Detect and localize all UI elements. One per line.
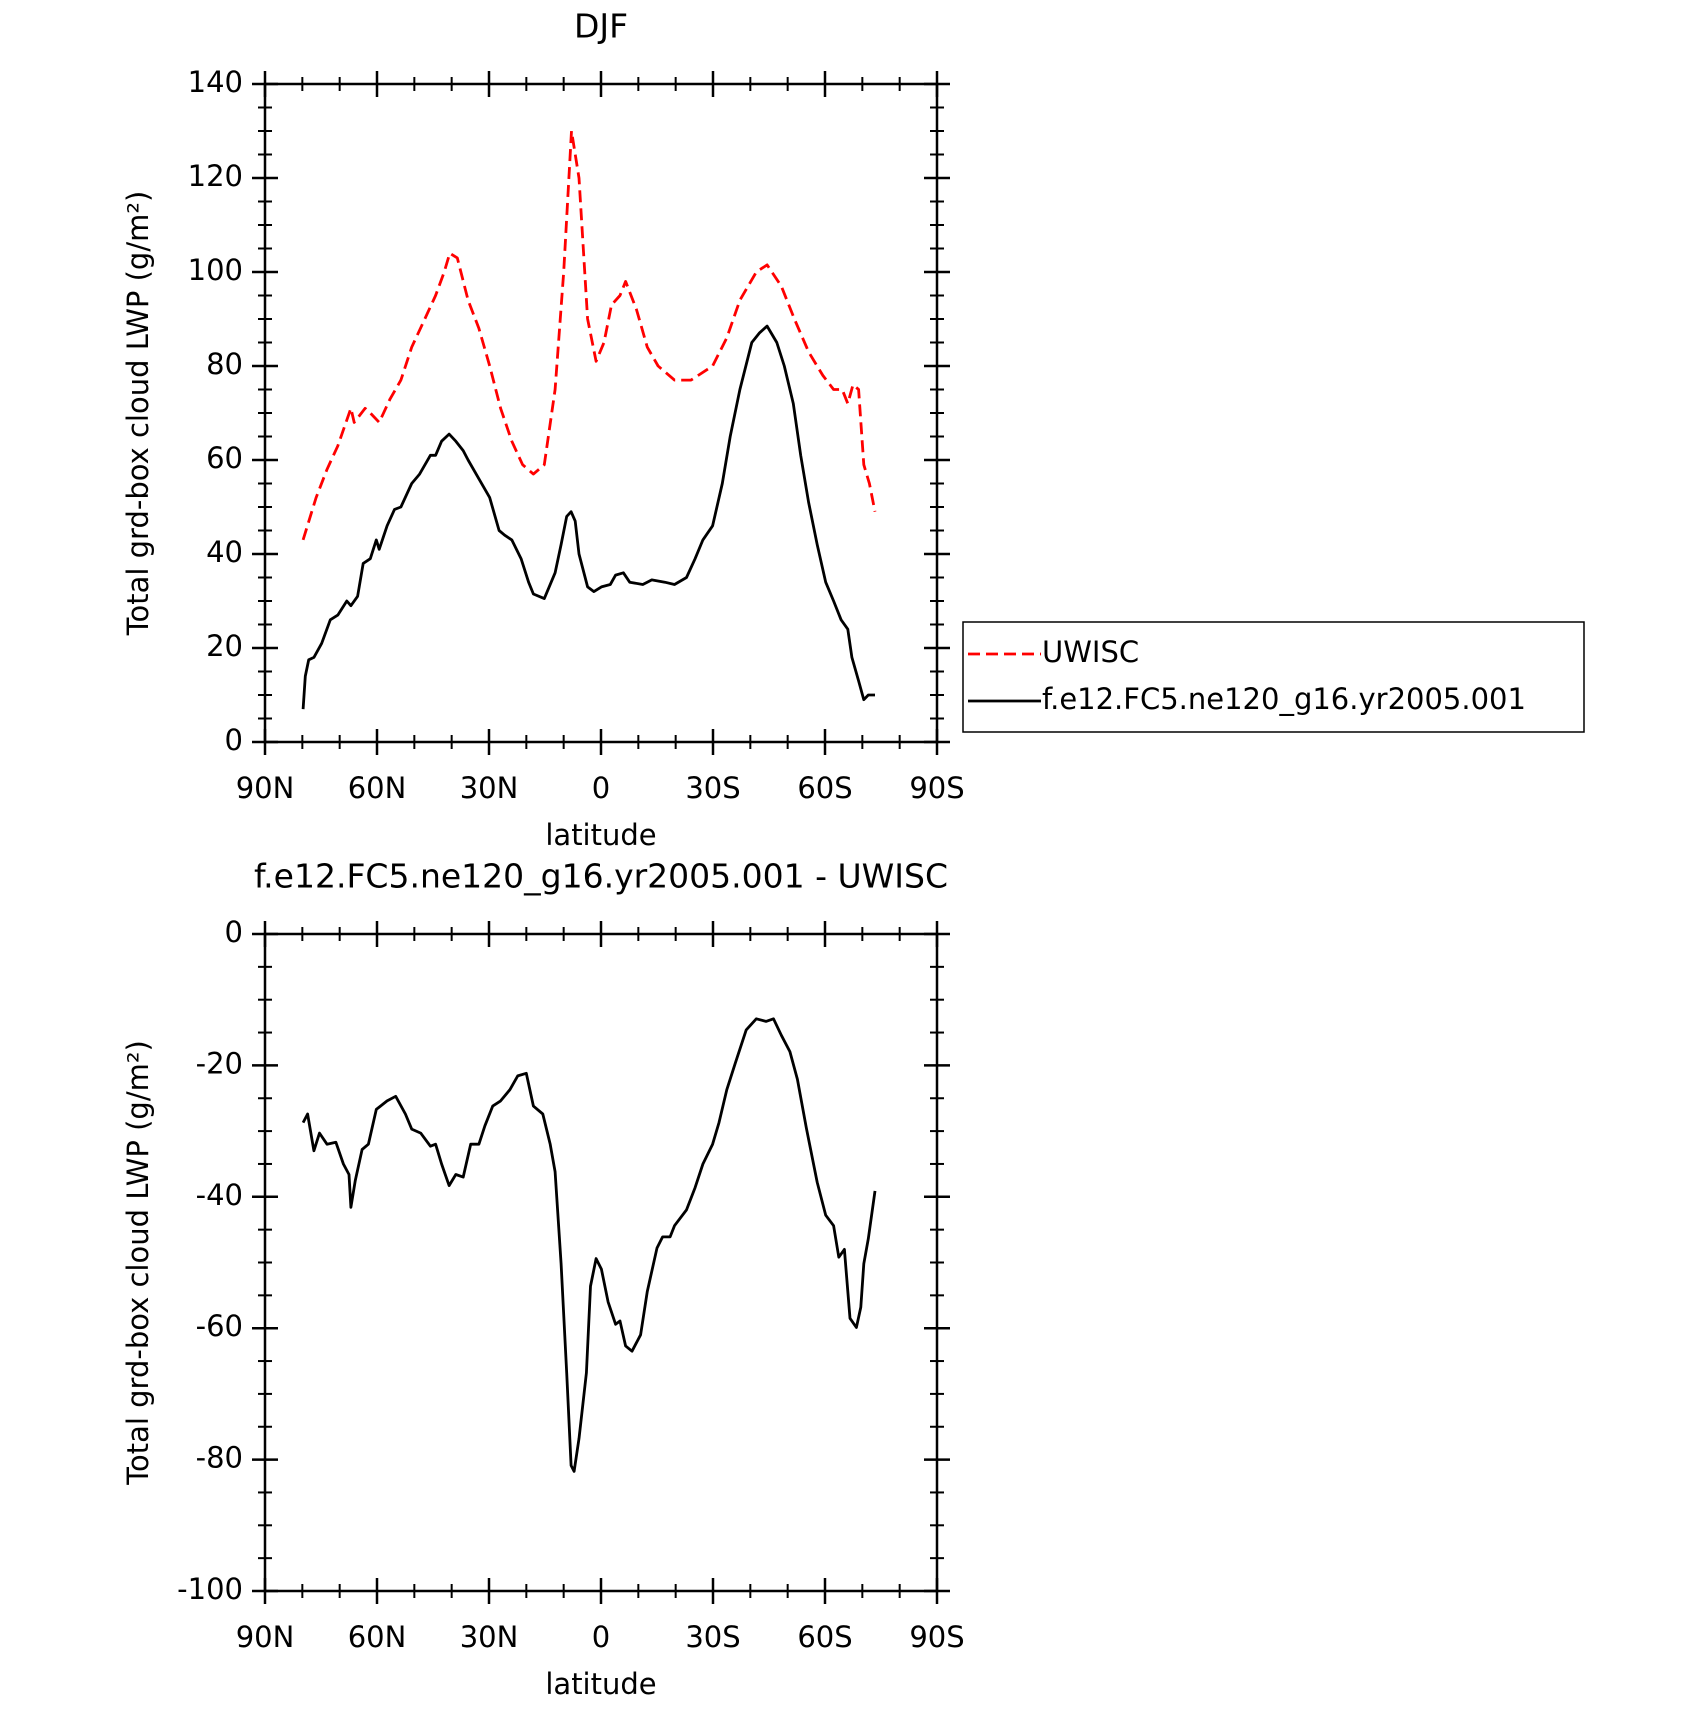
y-tick-label: -20 <box>196 1046 243 1080</box>
x-tick-label: 60N <box>348 1620 407 1654</box>
x-tick-label: 90N <box>236 1620 295 1654</box>
y-tick-label: 0 <box>225 723 243 757</box>
series-line <box>301 129 877 541</box>
x-tick-label: 0 <box>592 771 610 805</box>
x-tick-label: 90S <box>909 771 964 805</box>
legend-label: f.e12.FC5.ne120_g16.yr2005.001 <box>1042 682 1526 716</box>
x-tick-label: 30N <box>460 771 519 805</box>
y-axis-label: Total grd-box cloud LWP (g/m²) <box>121 1040 155 1486</box>
y-tick-label: 100 <box>188 253 243 287</box>
x-axis-label: latitude <box>545 1667 656 1701</box>
plot-frame <box>263 932 939 1593</box>
y-tick-label: -100 <box>177 1572 243 1606</box>
x-tick-label: 60S <box>797 771 852 805</box>
series-line <box>301 1017 877 1473</box>
x-tick-label: 60N <box>348 771 407 805</box>
y-tick-label: 60 <box>206 441 243 475</box>
y-tick-label: 80 <box>206 347 243 381</box>
y-tick-label: 0 <box>225 915 243 949</box>
chart-title: f.e12.FC5.ne120_g16.yr2005.001 - UWISC <box>254 857 948 896</box>
y-tick-label: -60 <box>196 1309 243 1343</box>
x-axis-label: latitude <box>545 818 656 852</box>
x-tick-label: 90N <box>236 771 295 805</box>
x-tick-label: 30S <box>685 771 740 805</box>
y-tick-label: 140 <box>188 65 243 99</box>
x-tick-label: 30S <box>685 1620 740 1654</box>
x-tick-label: 0 <box>592 1620 610 1654</box>
plot-frame <box>263 82 939 744</box>
y-tick-label: 120 <box>188 159 243 193</box>
x-tick-label: 30N <box>460 1620 519 1654</box>
x-tick-label: 90S <box>909 1620 964 1654</box>
y-axis-label: Total grd-box cloud LWP (g/m²) <box>121 191 155 637</box>
legend-label: UWISC <box>1042 635 1139 669</box>
x-tick-label: 60S <box>797 1620 852 1654</box>
y-tick-label: 20 <box>206 629 243 663</box>
chart-title: DJF <box>574 7 628 46</box>
y-tick-label: 40 <box>206 535 243 569</box>
series-line <box>301 324 875 710</box>
legend-box <box>962 621 1585 733</box>
y-tick-label: -80 <box>196 1441 243 1475</box>
y-tick-label: -40 <box>196 1178 243 1212</box>
